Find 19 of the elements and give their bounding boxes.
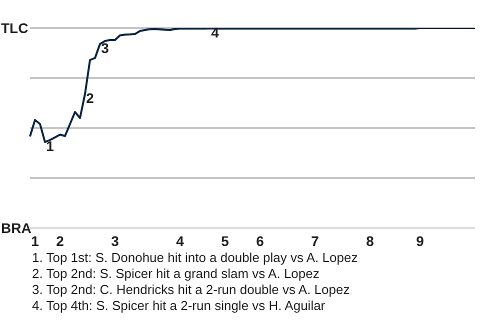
x-tick-label: 9: [416, 232, 424, 249]
text: TLC: [1, 20, 28, 36]
annotation: 4: [211, 24, 220, 40]
x-tick-label: 6: [256, 232, 264, 249]
annotation: 3: [101, 40, 110, 56]
text: 3. Top 2nd: C. Hendricks hit a 2-run double vs A. Lopez: [32, 282, 351, 298]
x-tick-label: 1: [31, 232, 40, 249]
x-tick-label: 4: [176, 232, 184, 249]
annotation: 2: [86, 90, 94, 106]
x-tick-label: 8: [366, 232, 374, 249]
text: 1. Top 1st: S. Donohue hit into a double play vs A. Lopez: [32, 250, 359, 266]
x-tick-label: 7: [311, 232, 320, 249]
x-tick-label: 2: [56, 232, 64, 249]
x-tick-label: 5: [221, 232, 230, 249]
x-tick-label: 3: [111, 232, 120, 249]
text: 2. Top 2nd: S. Spicer hit a grand slam vs A. Lopez: [32, 266, 320, 282]
annotation: 1: [46, 138, 54, 154]
text: 4. Top 4th: S. Spicer hit a 2-run single vs H. Aguilar: [32, 298, 326, 314]
annotation: BRA: [1, 220, 32, 236]
